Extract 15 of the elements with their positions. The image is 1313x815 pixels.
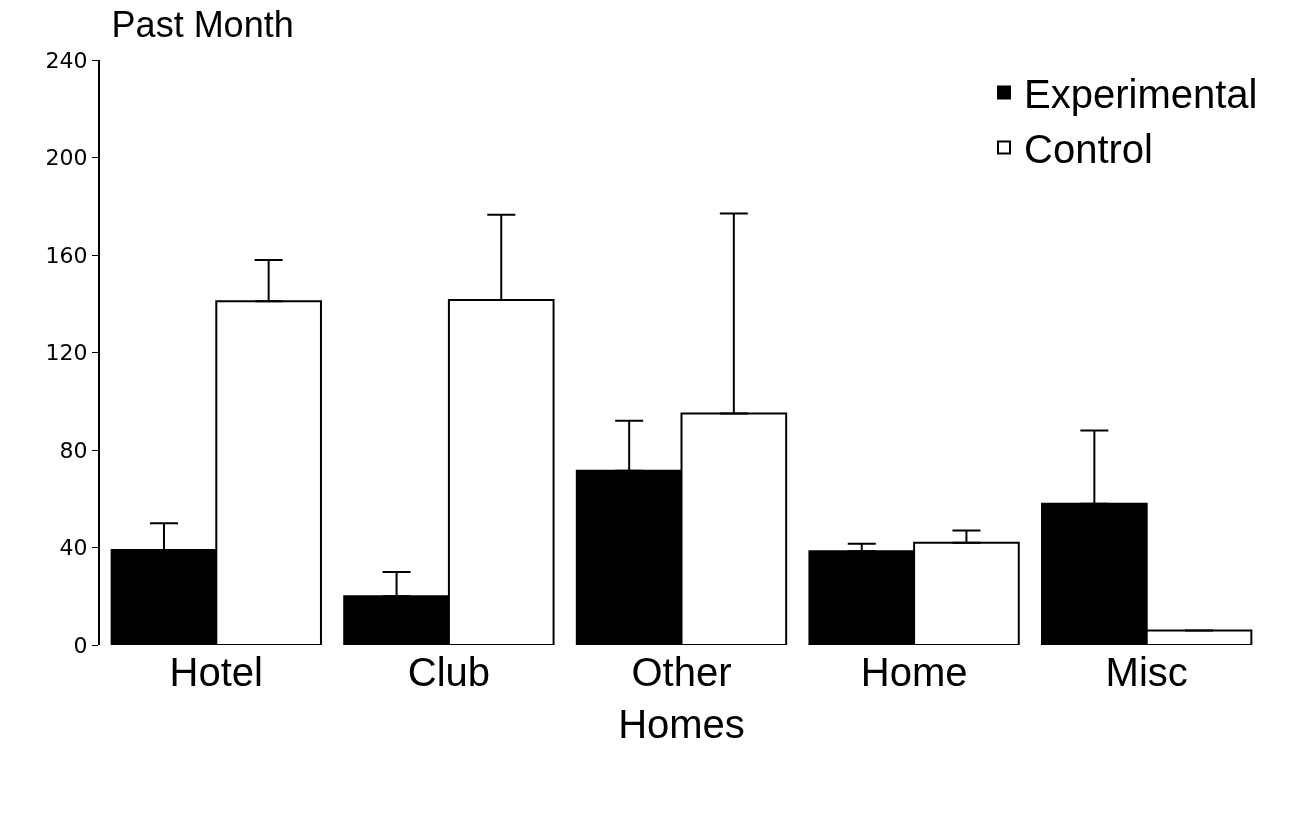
x-tick-label: Other Homes [618, 650, 745, 746]
y-tick-label: 240 [45, 47, 88, 73]
x-tick-label: Misc [1105, 650, 1188, 694]
chart-title: Past Month [111, 4, 294, 46]
y-tick-label: 120 [45, 340, 88, 366]
x-tick-label: Club [407, 650, 491, 694]
y-tick-label: 160 [45, 242, 88, 268]
x-tick-label: Hotel [169, 650, 263, 694]
x-tick-label: Home [860, 650, 968, 694]
legend-label: Control [1024, 127, 1153, 172]
legend-label: Experimental [1024, 72, 1258, 117]
y-tick-label: 200 [45, 145, 88, 171]
y-tick-label: 80 [59, 437, 88, 463]
y-tick-label: 40 [59, 535, 88, 561]
y-tick-label: 0 [73, 632, 88, 658]
